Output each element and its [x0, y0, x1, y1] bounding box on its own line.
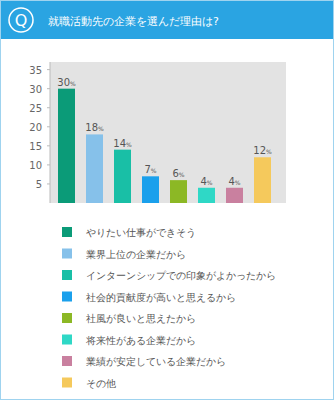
- bar: [198, 188, 215, 203]
- data-label-unit: %: [70, 80, 76, 87]
- legend-swatch: [62, 378, 72, 388]
- legend-label: 社会的貢献度が高いと思えるから: [86, 292, 236, 303]
- legend-label: 業績が安定している企業だから: [86, 356, 226, 367]
- frame: [1, 1, 334, 400]
- data-label: 7%: [144, 164, 156, 175]
- y-tick: [47, 145, 50, 146]
- legend-swatch: [62, 270, 72, 280]
- data-label-number: 30: [57, 77, 70, 88]
- legend-swatch: [62, 292, 72, 302]
- data-label-unit: %: [235, 179, 241, 186]
- bar: [226, 188, 243, 203]
- data-label-unit: %: [126, 141, 132, 148]
- data-label: 18%: [85, 122, 104, 133]
- legend-swatch: [62, 356, 72, 366]
- data-label-unit: %: [151, 167, 157, 174]
- bar: [114, 150, 131, 203]
- data-label-number: 12: [253, 145, 266, 156]
- header: [1, 1, 333, 39]
- data-label-unit: %: [266, 148, 272, 155]
- y-tick-label: 35: [29, 65, 42, 76]
- data-label: 30%: [57, 77, 76, 88]
- chart-svg: Q就職活動先の企業を選んだ理由は?510152025303530%18%14%7…: [0, 0, 334, 400]
- y-tick: [47, 107, 50, 108]
- y-tick: [47, 126, 50, 127]
- legend-label: 業界上位の企業だから: [86, 249, 186, 260]
- data-label-unit: %: [98, 125, 104, 132]
- bar: [58, 89, 75, 203]
- y-tick-label: 15: [29, 141, 42, 152]
- y-tick: [47, 183, 50, 184]
- y-tick: [47, 69, 50, 70]
- y-axis: [50, 62, 51, 203]
- legend-swatch: [62, 335, 72, 345]
- data-label-unit: %: [179, 171, 185, 178]
- bars: [58, 89, 271, 203]
- legend-label: やりたい仕事ができそう: [86, 227, 196, 238]
- y-tick: [47, 88, 50, 89]
- legend: やりたい仕事ができそう業界上位の企業だからインターンシップでの印象がよかったから…: [62, 227, 276, 389]
- data-label-unit: %: [207, 179, 213, 186]
- y-tick-label: 5: [36, 179, 42, 190]
- y-tick: [47, 164, 50, 165]
- bar: [142, 176, 159, 203]
- legend-swatch: [62, 313, 72, 323]
- legend-label: 将来性がある企業だから: [85, 335, 196, 346]
- badge-circle: [9, 8, 33, 32]
- bar: [254, 157, 271, 203]
- legend-swatch: [62, 249, 72, 259]
- legend-label: インターンシップでの印象がよかったから: [86, 270, 276, 281]
- data-label: 6%: [172, 168, 184, 179]
- y-tick-label: 30: [29, 84, 42, 95]
- legend-label: その他: [86, 378, 116, 389]
- plot-background: [50, 62, 286, 203]
- data-label: 12%: [253, 145, 272, 156]
- chart-root: Q就職活動先の企業を選んだ理由は?510152025303530%18%14%7…: [0, 0, 334, 400]
- data-label: 4%: [228, 176, 240, 187]
- y-tick-label: 25: [29, 103, 42, 114]
- data-label: 4%: [200, 176, 212, 187]
- legend-swatch: [62, 227, 72, 237]
- y-tick-label: 10: [29, 160, 42, 171]
- y-tick-label: 20: [29, 122, 42, 133]
- bar: [86, 134, 103, 203]
- data-label: 14%: [113, 138, 132, 149]
- title: 就職活動先の企業を選んだ理由は?: [48, 15, 219, 28]
- badge-text: Q: [15, 11, 28, 30]
- legend-label: 社風が良いと思えたから: [86, 313, 196, 324]
- data-label-number: 14: [113, 138, 126, 149]
- bar: [170, 180, 187, 203]
- data-label-number: 18: [85, 122, 98, 133]
